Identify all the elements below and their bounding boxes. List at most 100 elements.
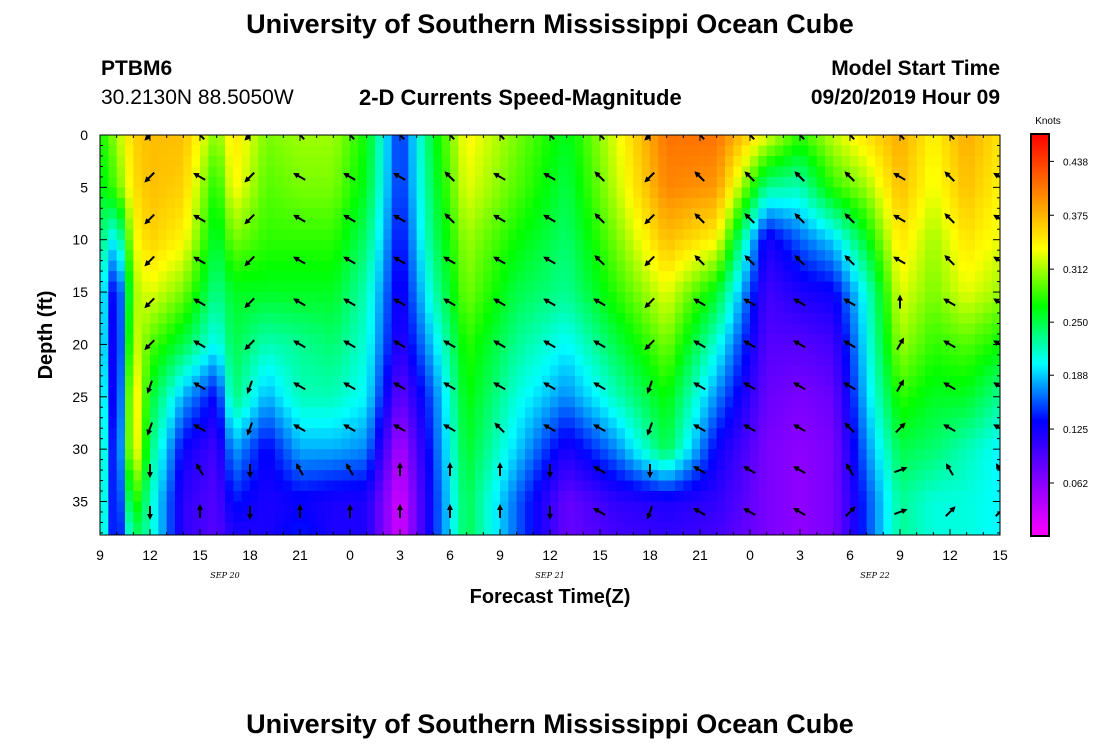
heatmap-cell <box>116 470 126 482</box>
heatmap-cell <box>558 386 568 398</box>
heatmap-cell <box>541 511 551 524</box>
heatmap-cell <box>758 438 768 450</box>
heatmap-cell <box>641 229 651 241</box>
heatmap-cell <box>233 407 243 419</box>
heatmap-cell <box>200 155 209 168</box>
heatmap-cell <box>725 208 734 220</box>
heatmap-cell <box>416 511 426 524</box>
heatmap-cell <box>575 449 584 461</box>
heatmap-cell <box>175 511 184 524</box>
heatmap-cell <box>116 532 126 535</box>
heatmap-cell <box>775 229 784 241</box>
heatmap-cell <box>925 522 934 534</box>
current-vector-arrow <box>343 214 356 223</box>
heatmap-cell <box>650 470 659 482</box>
heatmap-cell <box>191 239 201 251</box>
heatmap-cell <box>333 459 343 471</box>
heatmap-cell <box>133 491 143 503</box>
heatmap-cell <box>466 417 476 429</box>
heatmap-cell <box>100 271 109 283</box>
heatmap-cell <box>333 417 343 429</box>
heatmap-cell <box>983 417 993 429</box>
heatmap-cell <box>916 532 926 535</box>
heatmap-cell <box>941 344 951 356</box>
heatmap-cell <box>916 333 926 346</box>
heatmap-cell <box>425 354 434 366</box>
heatmap-cell <box>250 365 259 377</box>
heatmap-cell <box>100 365 109 377</box>
heatmap-cell <box>950 313 959 325</box>
heatmap-cell <box>158 260 168 272</box>
heatmap-cell <box>316 511 326 524</box>
heatmap-cell <box>966 292 976 304</box>
heatmap-cell <box>100 417 109 429</box>
current-vector-arrow <box>844 171 855 182</box>
heatmap-cell <box>325 375 334 387</box>
heatmap-cell <box>458 135 468 147</box>
heatmap-cell <box>933 396 943 408</box>
heatmap-cell <box>625 187 634 199</box>
heatmap-cell <box>350 187 359 199</box>
heatmap-cell <box>783 480 793 492</box>
heatmap-cell <box>875 302 884 314</box>
heatmap-cell <box>908 501 918 513</box>
heatmap-cell <box>591 501 601 513</box>
heatmap-cell <box>433 459 443 471</box>
heatmap-cell <box>608 176 618 188</box>
heatmap-cell <box>775 438 784 450</box>
heatmap-cell <box>800 176 809 188</box>
heatmap-cell <box>991 229 1000 241</box>
heatmap-cell <box>358 313 368 325</box>
heatmap-cell <box>625 333 634 346</box>
heatmap-cell <box>625 470 634 482</box>
heatmap-cell <box>766 501 776 513</box>
heatmap-cell <box>975 187 984 199</box>
colorbar-gradient <box>1030 133 1050 537</box>
heatmap-cell <box>550 302 559 314</box>
heatmap-cell <box>908 522 918 534</box>
heatmap-cell <box>866 271 876 283</box>
heatmap-cell <box>275 396 284 408</box>
heatmap-cell <box>141 333 151 346</box>
heatmap-cell <box>725 386 734 398</box>
heatmap-cell <box>441 313 451 325</box>
heatmap-cell <box>400 281 409 293</box>
current-vector-arrow <box>744 171 755 182</box>
heatmap-cell <box>791 501 801 513</box>
heatmap-cell <box>791 155 801 168</box>
heatmap-cell <box>366 354 376 366</box>
heatmap-cell <box>925 396 934 408</box>
heatmap-cell <box>750 407 759 419</box>
heatmap-cell <box>816 354 826 366</box>
heatmap-cell <box>675 532 684 535</box>
heatmap-cell <box>441 197 451 209</box>
heatmap-cell <box>258 313 268 325</box>
heatmap-cell <box>258 449 268 461</box>
heatmap-cell <box>941 522 951 534</box>
heatmap-cell <box>108 386 118 398</box>
heatmap-cell <box>266 302 276 314</box>
heatmap-cell <box>133 239 143 251</box>
heatmap-cell <box>541 522 551 534</box>
heatmap-cell <box>983 396 993 408</box>
heatmap-cell <box>816 407 826 419</box>
heatmap-cell <box>466 281 476 293</box>
heatmap-cell <box>483 135 493 147</box>
heatmap-cell <box>975 197 984 209</box>
heatmap-cell <box>350 417 359 429</box>
heatmap-cell <box>425 407 434 419</box>
heatmap-cell <box>725 511 734 524</box>
heatmap-cell <box>716 491 726 503</box>
heatmap-cell <box>350 292 359 304</box>
heatmap-cell <box>266 218 276 230</box>
heatmap-cell <box>733 250 743 262</box>
heatmap-cell <box>216 197 226 209</box>
heatmap-cell <box>733 333 743 346</box>
heatmap-cell <box>391 208 401 220</box>
heatmap-cell <box>158 197 168 209</box>
heatmap-cell <box>875 438 884 450</box>
heatmap-cell <box>266 354 276 366</box>
heatmap-cell <box>850 407 859 419</box>
heatmap-cell <box>400 239 409 251</box>
